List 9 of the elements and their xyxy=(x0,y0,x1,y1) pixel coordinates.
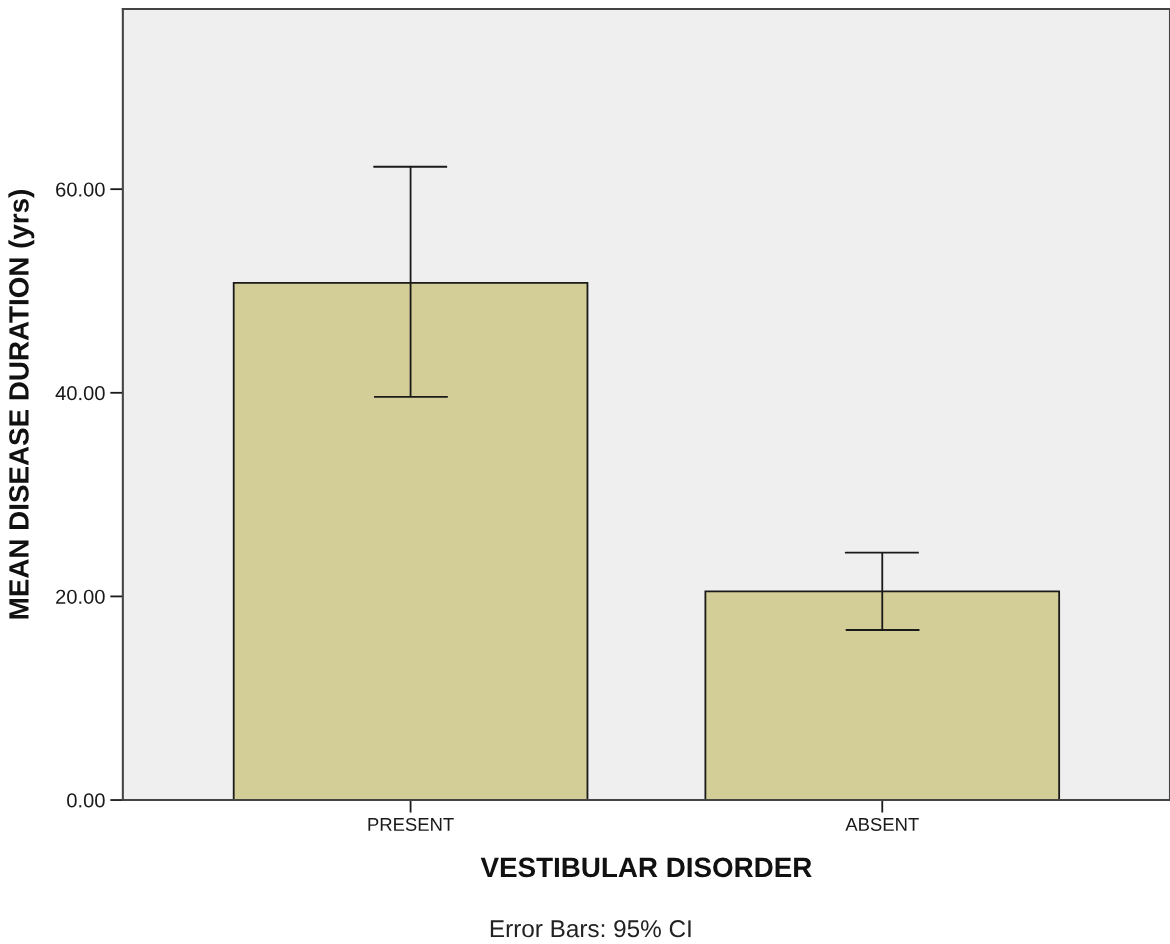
x-tick-label: PRESENT xyxy=(368,817,454,831)
x-axis-title: VESTIBULAR DISORDER xyxy=(480,857,812,878)
y-axis-title: MEAN DISEASE DURATION (yrs) xyxy=(8,190,35,619)
text: Error Bars: 95% CI xyxy=(490,920,691,938)
y-tick-label: 0.00 xyxy=(67,793,105,808)
y-tick-label: 60.00 xyxy=(56,182,105,197)
x-tick-label: ABSENT xyxy=(845,817,919,831)
y-tick-label: 20.00 xyxy=(56,589,105,604)
y-tick-label: 40.00 xyxy=(55,386,105,401)
